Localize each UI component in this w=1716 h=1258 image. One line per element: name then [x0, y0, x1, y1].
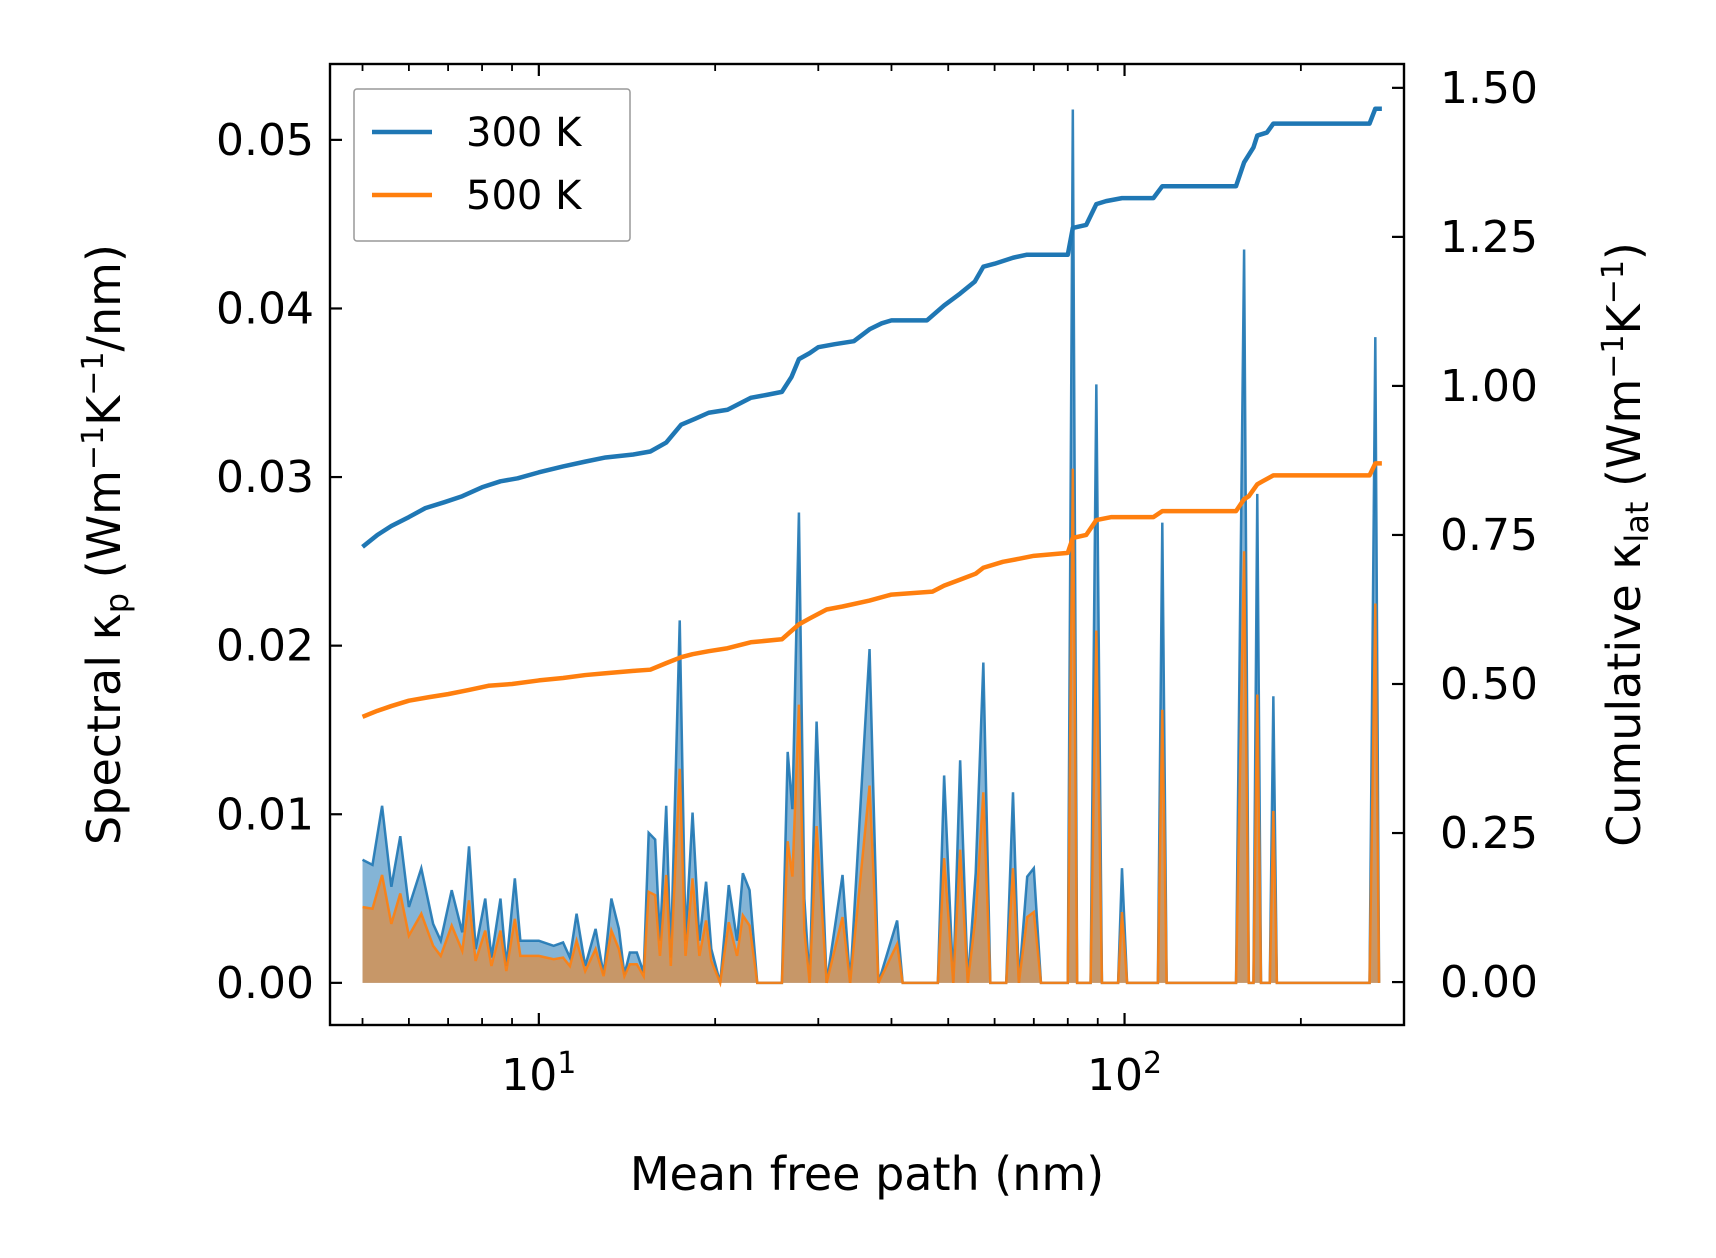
y-right-axis-title: Cumulative κlat (Wm−1K−1): [1596, 242, 1657, 847]
y-right-title-sup2: −1: [1596, 260, 1631, 304]
y-left-title-mid: K: [77, 394, 131, 426]
spectral-fills: [361, 109, 1381, 988]
axis-ticks: 0.00 0.01 0.02 0.03 0.04 0.05 0.00 0.25 0.50 0.75…: [216, 63, 1538, 1101]
spectral-area-500k: [362, 468, 1380, 983]
x-tick-label: 102: [1087, 1046, 1162, 1102]
y-right-title-units-open: (Wm: [1597, 379, 1651, 502]
y-left-title-units-open: (Wm: [77, 470, 131, 593]
y-right-tick-label: 0.00: [1440, 957, 1538, 1008]
y-left-axis-title: Spectral κp (Wm−1K−1/nm): [76, 244, 137, 845]
cumulative-line-500k: [361, 461, 1382, 719]
y-left-tick-label: 0.03: [216, 452, 314, 503]
x-axis-title: Mean free path (nm): [630, 1147, 1104, 1201]
y-right-tick-label: 1.50: [1440, 63, 1538, 114]
legend-box: [353, 88, 631, 242]
cumulative-lines: [361, 106, 1382, 719]
spectral-line-500k: [362, 468, 1381, 988]
y-right-title-sub: lat: [1618, 502, 1656, 543]
y-left-tick-label: 0.05: [216, 115, 314, 166]
y-right-tick-label: 0.25: [1440, 808, 1538, 859]
x-tick-label: 101: [501, 1046, 576, 1102]
legend: 300 K 500 K: [353, 88, 631, 242]
cumulative-line-300k: [361, 106, 1382, 549]
y-left-title-sup1: −1: [76, 426, 111, 470]
y-right-tick-label: 0.50: [1440, 659, 1538, 710]
legend-label-500k: 500 K: [466, 173, 583, 219]
y-right-tick-label: 0.75: [1440, 510, 1538, 561]
y-left-title-sup2: −1: [76, 351, 111, 395]
y-right-title-units-close: ): [1597, 242, 1651, 260]
y-right-title-mid: K: [1597, 302, 1651, 334]
y-left-tick-label: 0.04: [216, 283, 314, 334]
y-left-tick-label: 0.00: [216, 958, 314, 1009]
y-left-tick-label: 0.01: [216, 789, 314, 840]
y-left-title-main: Spectral κ: [77, 613, 131, 845]
legend-label-300k: 300 K: [466, 110, 583, 156]
y-left-title-sub: p: [98, 593, 136, 613]
y-right-title-main: Cumulative κ: [1597, 543, 1651, 847]
y-left-title-units-close: /nm): [77, 244, 131, 351]
y-right-tick-label: 1.25: [1440, 212, 1538, 263]
y-right-title-sup1: −1: [1596, 334, 1631, 378]
y-right-tick-label: 1.00: [1440, 361, 1538, 412]
y-left-tick-label: 0.02: [216, 621, 314, 672]
plot-frame: [328, 62, 1406, 1027]
